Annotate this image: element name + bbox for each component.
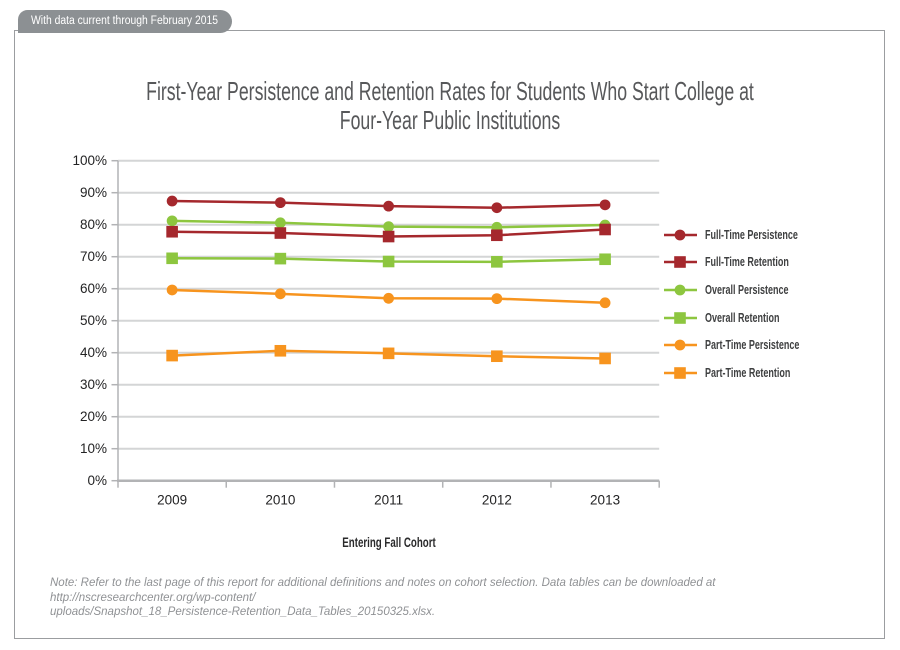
data-point — [274, 217, 286, 229]
data-point — [383, 292, 394, 304]
x-tick-label: 2009 — [157, 493, 187, 508]
legend-item: Part-Time Persistence — [664, 331, 836, 359]
y-tick-label: 60% — [80, 281, 107, 296]
legend-label: Full-Time Persistence — [705, 227, 798, 242]
x-axis-title: Entering Fall Cohort — [342, 535, 436, 550]
x-tick-label: 2010 — [265, 493, 295, 508]
data-point — [274, 197, 286, 209]
chart-title-line1: First-Year Persistence and Retention Rat… — [146, 76, 754, 106]
legend-marker-square-icon — [664, 311, 697, 324]
legend-label: Overall Persistence — [705, 282, 789, 297]
legend-item: Part-Time Retention — [664, 359, 836, 387]
data-currency-banner: With data current through February 2015 — [18, 10, 232, 33]
y-tick-label: 90% — [80, 185, 107, 200]
legend-marker-circle-icon — [664, 284, 697, 296]
x-tick-label: 2011 — [374, 493, 403, 508]
y-tick-label: 70% — [80, 249, 107, 264]
legend-item: Overall Retention — [664, 304, 836, 332]
y-tick-label: 40% — [80, 345, 107, 360]
y-tick-label: 10% — [80, 441, 107, 456]
data-point — [166, 195, 178, 207]
data-point — [491, 256, 503, 268]
y-tick-label: 50% — [80, 313, 107, 328]
y-tick-label: 30% — [80, 377, 107, 392]
data-point — [382, 255, 395, 268]
legend-label: Overall Retention — [705, 310, 780, 325]
data-point — [274, 288, 286, 300]
data-point — [166, 284, 178, 296]
y-tick-label: 100% — [72, 153, 107, 168]
data-point — [491, 293, 503, 305]
legend-label: Part-Time Retention — [705, 365, 791, 380]
data-point — [491, 350, 503, 363]
legend-label: Full-Time Retention — [705, 255, 789, 270]
data-point — [274, 227, 287, 239]
data-point — [491, 202, 503, 214]
page-border-frame — [14, 30, 885, 639]
data-point — [599, 297, 611, 309]
legend-marker-circle-icon — [664, 229, 697, 241]
y-tick-label: 80% — [80, 217, 107, 232]
chart-title: First-Year Persistence and Retention Rat… — [144, 77, 756, 135]
legend-item: Full-Time Retention — [664, 249, 836, 277]
x-tick-label: 2012 — [482, 493, 512, 508]
data-point — [599, 352, 611, 365]
legend-label: Part-Time Persistence — [705, 338, 800, 353]
y-tick-label: 20% — [80, 409, 107, 424]
x-tick-label: 2013 — [590, 493, 620, 508]
legend-marker-square-icon — [664, 256, 697, 269]
data-point — [274, 344, 287, 357]
data-point — [599, 223, 611, 236]
y-tick-label: 0% — [87, 473, 107, 488]
footnote: Note: Refer to the last page of this rep… — [50, 576, 872, 620]
legend-marker-circle-icon — [664, 339, 697, 351]
legend-item: Overall Persistence — [664, 276, 836, 304]
data-point — [383, 221, 394, 233]
data-point — [166, 252, 178, 265]
data-point — [166, 349, 178, 362]
data-point — [491, 229, 503, 242]
data-point — [599, 253, 611, 266]
banner-text: With data current through February 2015 — [31, 15, 218, 27]
footnote-line1: Note: Refer to the last page of this rep… — [50, 577, 716, 604]
data-point — [166, 225, 178, 238]
chart-title-line2: Four-Year Public Institutions — [339, 105, 561, 135]
data-point — [166, 215, 178, 227]
data-point — [599, 199, 611, 211]
data-point — [382, 347, 395, 360]
data-point — [383, 200, 394, 212]
footnote-line2: uploads/Snapshot_18_Persistence-Retentio… — [50, 606, 436, 618]
legend-item: Full-Time Persistence — [664, 221, 836, 249]
data-point — [274, 252, 287, 265]
chart-legend: Full-Time Persistence Full-Time Retention… — [664, 221, 836, 387]
legend-marker-square-icon — [664, 366, 697, 379]
data-point — [382, 230, 395, 243]
